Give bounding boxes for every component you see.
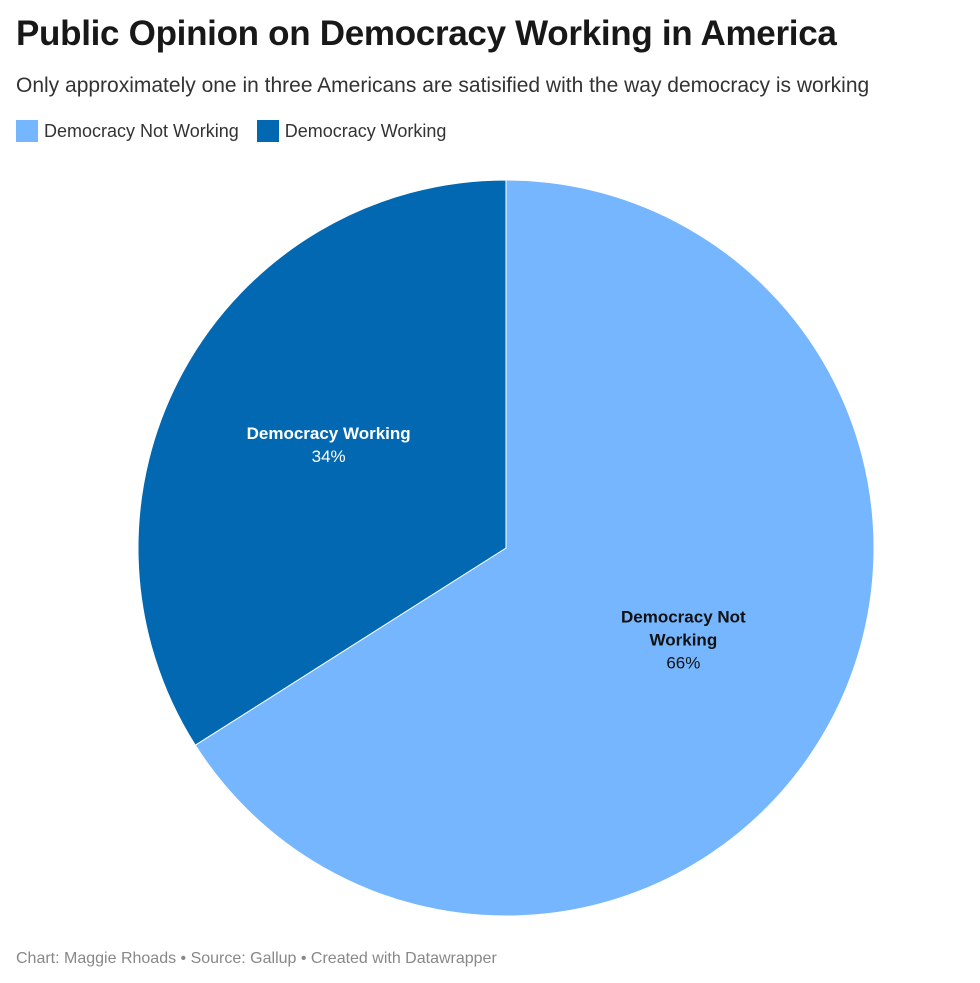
pie-slice-democracy-not-working bbox=[194, 179, 875, 917]
legend-swatch-not-working bbox=[16, 120, 38, 142]
legend-label-working: Democracy Working bbox=[284, 120, 447, 141]
slice-label-democracy-working: Democracy Working 34% bbox=[247, 424, 411, 466]
pie-slice-democracy-working bbox=[137, 179, 507, 746]
legend-item-working: Democracy Working bbox=[256, 120, 447, 142]
legend-label-not-working: Democracy Not Working bbox=[44, 120, 239, 141]
slice-label-name: Working bbox=[650, 631, 718, 650]
legend-swatch-working bbox=[256, 120, 279, 142]
chart-title: Public Opinion on Democracy Working in A… bbox=[16, 14, 837, 53]
legend-item-not-working: Democracy Not Working bbox=[16, 120, 239, 142]
legend: Democracy Not Working Democracy Working bbox=[16, 120, 446, 142]
slice-label-democracy-not-working: Democracy Not Working 66% bbox=[621, 608, 746, 673]
slice-value-label: 66% bbox=[666, 654, 700, 673]
slice-value-label: 34% bbox=[312, 447, 346, 466]
slice-label-name: Democracy Not bbox=[621, 608, 746, 627]
chart-footer: Chart: Maggie Rhoads • Source: Gallup • … bbox=[16, 950, 497, 967]
slice-label-name: Democracy Working bbox=[247, 424, 411, 443]
chart-subtitle: Only approximately one in three American… bbox=[16, 74, 870, 97]
